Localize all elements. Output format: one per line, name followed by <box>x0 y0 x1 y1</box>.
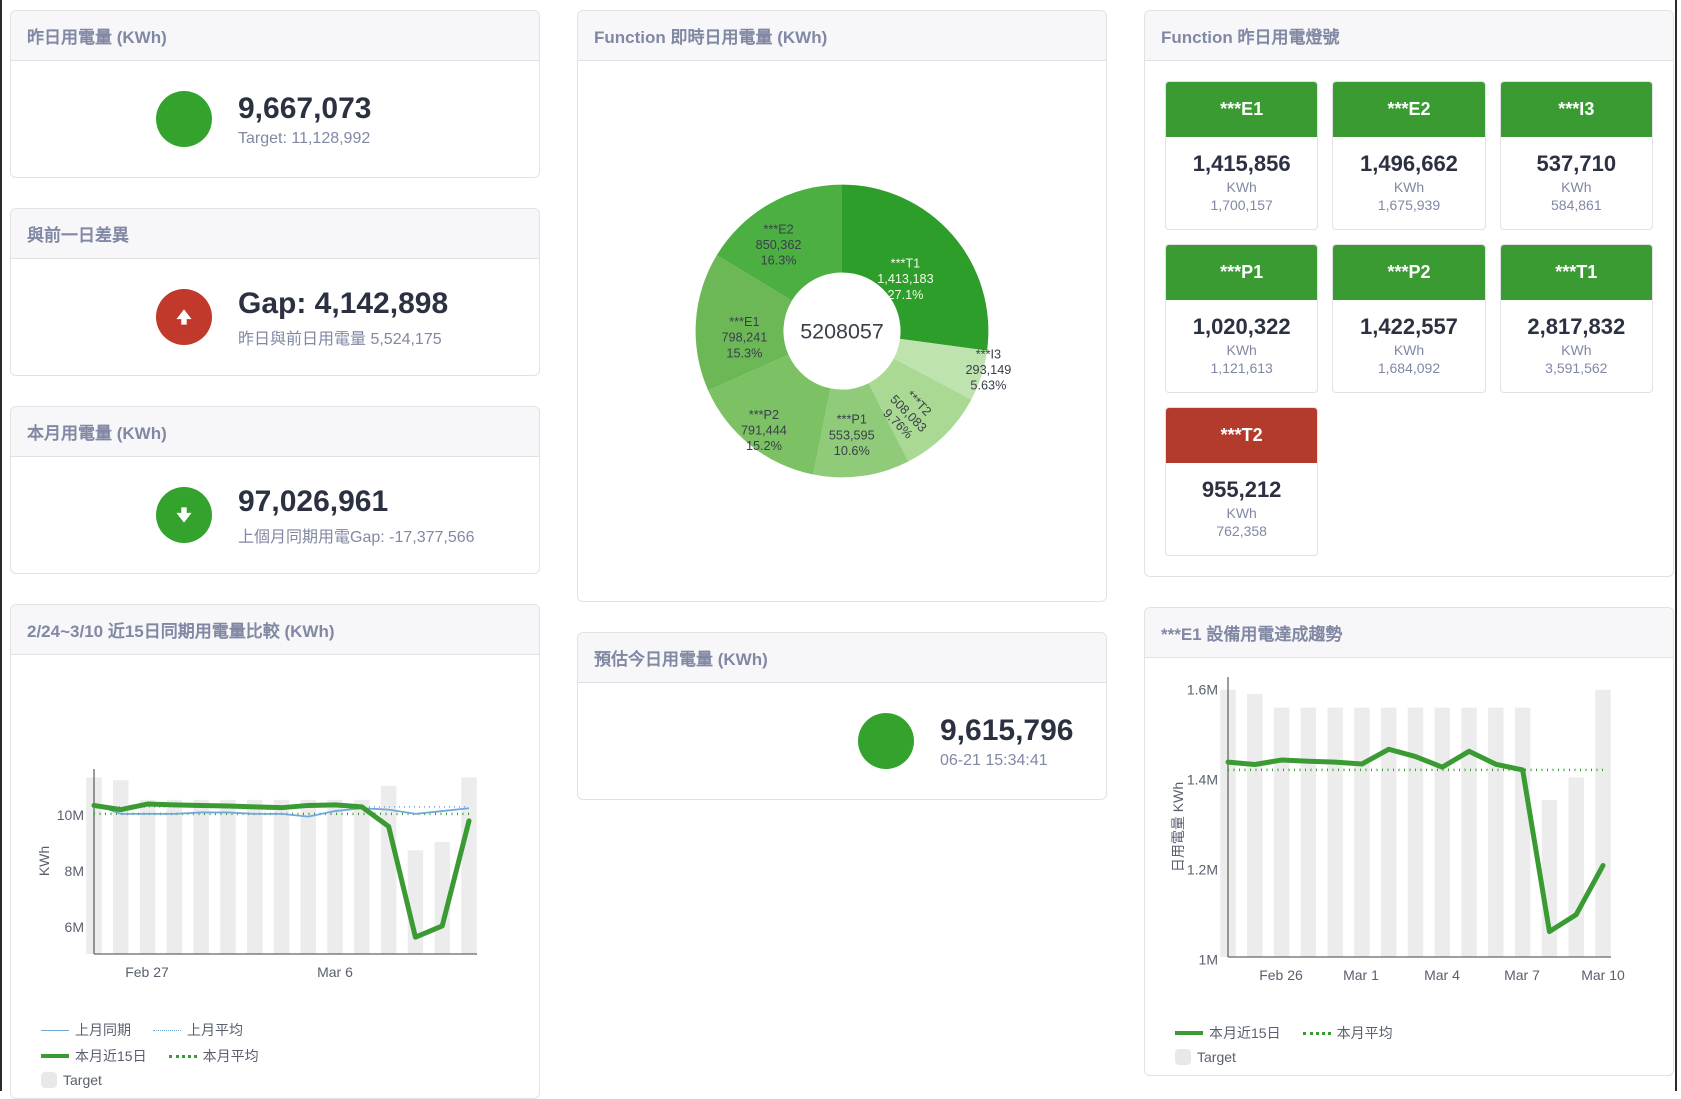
svg-text:Feb 27: Feb 27 <box>125 964 169 980</box>
svg-text:Mar 6: Mar 6 <box>317 964 353 980</box>
svg-text:10M: 10M <box>57 807 84 823</box>
svg-text:Mar 10: Mar 10 <box>1581 967 1625 983</box>
svg-text:8M: 8M <box>65 863 84 879</box>
svg-text:KWh: KWh <box>36 846 52 876</box>
svg-text:Mar 4: Mar 4 <box>1424 967 1460 983</box>
svg-text:1.4M: 1.4M <box>1187 772 1218 788</box>
svg-text:1.2M: 1.2M <box>1187 862 1218 878</box>
svg-text:Mar 1: Mar 1 <box>1343 967 1379 983</box>
svg-text:1.6M: 1.6M <box>1187 682 1218 698</box>
svg-text:日用電量 KWh: 日用電量 KWh <box>1170 782 1186 872</box>
svg-text:6M: 6M <box>65 919 84 935</box>
svg-text:1M: 1M <box>1199 952 1218 968</box>
svg-text:Feb 26: Feb 26 <box>1259 967 1303 983</box>
svg-text:5208057: 5208057 <box>800 320 884 344</box>
svg-text:Mar 7: Mar 7 <box>1504 967 1540 983</box>
